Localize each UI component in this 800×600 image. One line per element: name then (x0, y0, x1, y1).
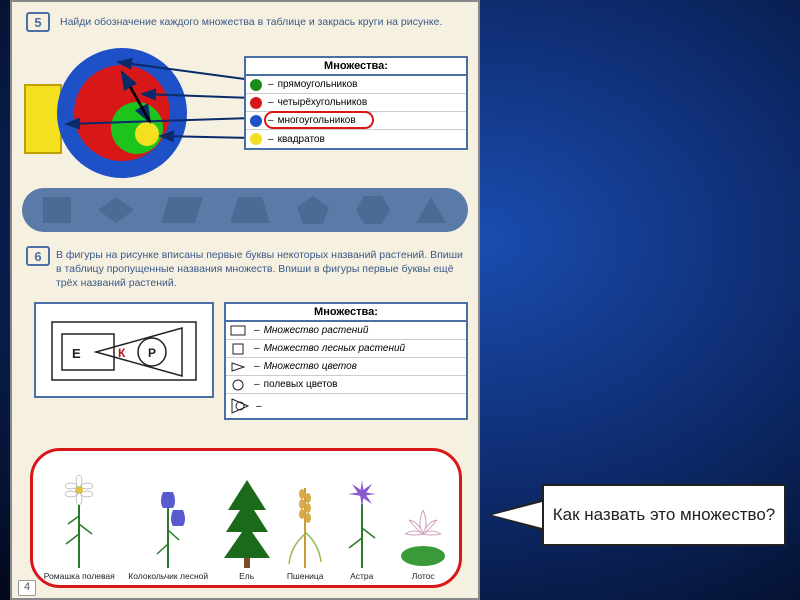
plant-lotos-icon (398, 474, 448, 568)
set-row: – четырёхугольников (246, 94, 466, 112)
task6-number: 6 (26, 246, 50, 266)
set-label: прямоугольников (278, 79, 358, 90)
square-icon (230, 343, 246, 355)
set-row: – (226, 394, 466, 418)
plant-label: Астра (350, 571, 373, 581)
svg-text:Р: Р (148, 346, 156, 360)
dot-blue (250, 115, 262, 127)
sets-header: Множества: (226, 304, 466, 322)
rect-icon (230, 325, 246, 337)
shape-hexagon (354, 194, 392, 226)
concentric-circles (57, 48, 187, 178)
combo-icon (230, 397, 250, 415)
set-row: – Множество лесных растений (226, 340, 466, 358)
set-label: Множество цветов (264, 361, 357, 372)
set-label: квадратов (278, 134, 325, 145)
triangle-icon (230, 361, 246, 373)
plant-item: Ель (222, 474, 272, 581)
task5-sets-table: Множества: – прямоугольников – четырёхуг… (244, 56, 468, 150)
set-row: – Множество растений (226, 322, 466, 340)
task5-number: 5 (26, 12, 50, 32)
set-label: четырёхугольников (278, 97, 368, 108)
dot-red (250, 97, 262, 109)
callout-arrow-icon (488, 498, 546, 532)
shape-triangle (414, 195, 448, 225)
plant-label: Ель (239, 571, 254, 581)
shape-parallelogram (159, 195, 205, 225)
set-row: – квадратов (246, 130, 466, 148)
page-number: 4 (18, 580, 36, 596)
svg-text:Е: Е (72, 346, 81, 361)
plant-item: Астра (339, 474, 385, 581)
dot-yellow (250, 133, 262, 145)
set-row: – Множество цветов (226, 358, 466, 376)
set-label: Множество лесных растений (264, 343, 406, 354)
shapes-bar (22, 188, 468, 232)
shape-pentagon (295, 194, 331, 226)
plant-item: Лотос (398, 474, 448, 581)
set-row: – многоугольников (246, 112, 466, 130)
worksheet-page: 5 Найди обозначение каждого множества в … (10, 0, 480, 600)
dot-green (250, 79, 262, 91)
plant-pshenitsa-icon (285, 474, 325, 568)
plant-label: Лотос (412, 571, 435, 581)
svg-text:К: К (118, 346, 126, 360)
plant-item: Ромашка полевая (44, 474, 115, 581)
plant-label: Колокольчик лесной (128, 571, 208, 581)
venn-diagram: Е К Р (34, 302, 214, 398)
task6-text: В фигуры на рисунке вписаны первые буквы… (56, 248, 466, 291)
callout: Как назвать это множество? (488, 484, 786, 546)
plant-item: Колокольчик лесной (128, 474, 208, 581)
plants-box: Ромашка полевая Колокольчик лесной Ель (30, 448, 462, 588)
plant-romashka-icon (56, 474, 102, 568)
plant-el-icon (222, 474, 272, 568)
plant-kolokolchik-icon (145, 474, 191, 568)
shape-rhombus (96, 195, 136, 225)
plant-label: Ромашка полевая (44, 571, 115, 581)
sets-header: Множества: (246, 58, 466, 76)
task6-sets-table: Множества: – Множество растений – Множес… (224, 302, 468, 420)
callout-text: Как назвать это множество? (542, 484, 786, 546)
shape-square (41, 195, 73, 225)
plant-label: Пшеница (287, 571, 324, 581)
circle-yellow (135, 122, 159, 146)
task5-title: Найди обозначение каждого множества в та… (56, 14, 466, 30)
plant-astra-icon (339, 474, 385, 568)
set-label: Множество растений (264, 325, 369, 336)
plant-item: Пшеница (285, 474, 325, 581)
set-label: полевых цветов (264, 379, 338, 390)
highlight-oval (264, 111, 374, 129)
set-row: – полевых цветов (226, 376, 466, 394)
circle-icon (230, 379, 246, 391)
shape-trapezoid (228, 195, 272, 225)
set-row: – прямоугольников (246, 76, 466, 94)
